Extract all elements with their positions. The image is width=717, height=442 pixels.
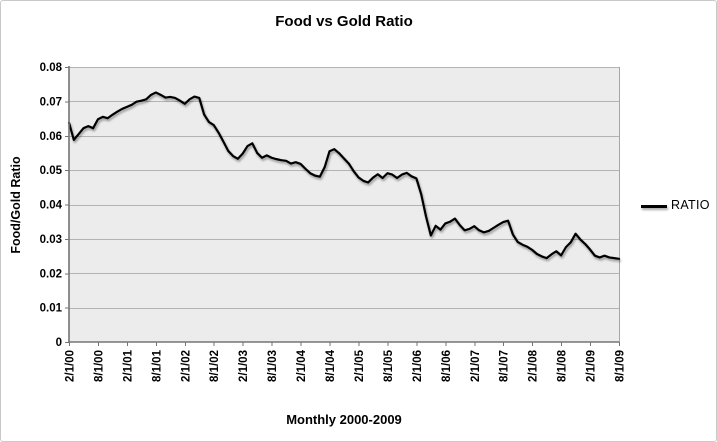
legend-label: RATIO	[671, 198, 710, 212]
x-tick-label: 8/1/00	[93, 350, 105, 382]
legend-line-icon	[641, 205, 667, 208]
y-tick-label: 0.08	[40, 62, 63, 74]
x-tick-label: 2/1/04	[296, 349, 308, 382]
y-tick-label: 0.01	[40, 303, 63, 315]
x-tick-label: 2/1/02	[180, 350, 192, 382]
chart-title: Food vs Gold Ratio	[275, 13, 413, 30]
x-tick-label: 8/1/07	[499, 350, 511, 382]
x-tick-label: 8/1/04	[325, 349, 337, 382]
y-tick-label: 0.02	[40, 268, 62, 280]
legend: RATIO	[639, 196, 715, 216]
y-tick-label: 0	[56, 337, 62, 349]
x-tick-label: 8/1/06	[441, 350, 453, 382]
x-tick-label: 8/1/02	[209, 350, 221, 382]
x-tick-label: 2/1/09	[586, 350, 598, 382]
x-tick-label: 8/1/03	[267, 350, 279, 382]
y-tick-label: 0.07	[40, 96, 62, 108]
y-tick-label: 0.06	[40, 131, 62, 143]
y-tick-label: 0.05	[40, 165, 63, 177]
x-tick-label: 8/1/01	[151, 349, 163, 382]
x-tick-label: 2/1/03	[238, 350, 250, 382]
x-tick-label: 2/1/05	[354, 349, 366, 382]
x-tick-label: 2/1/06	[412, 350, 424, 382]
x-axis-title: Monthly 2000-2009	[286, 412, 402, 427]
x-tick-label: 8/1/05	[383, 349, 395, 382]
x-tick-label: 2/1/00	[65, 350, 77, 382]
y-axis-title: Food/Gold Ratio	[9, 156, 23, 254]
x-tick-label: 8/1/08	[557, 349, 569, 382]
plot-area	[69, 67, 619, 342]
x-tick-label: 2/1/08	[528, 349, 540, 382]
y-tick-label: 0.03	[40, 234, 62, 246]
x-tick-label: 2/1/01	[122, 349, 134, 382]
x-tick-label: 8/1/09	[615, 350, 627, 382]
series-line-ratio	[67, 91, 621, 260]
x-tick-label: 2/1/07	[470, 350, 482, 382]
y-tick-label: 0.04	[40, 200, 63, 212]
